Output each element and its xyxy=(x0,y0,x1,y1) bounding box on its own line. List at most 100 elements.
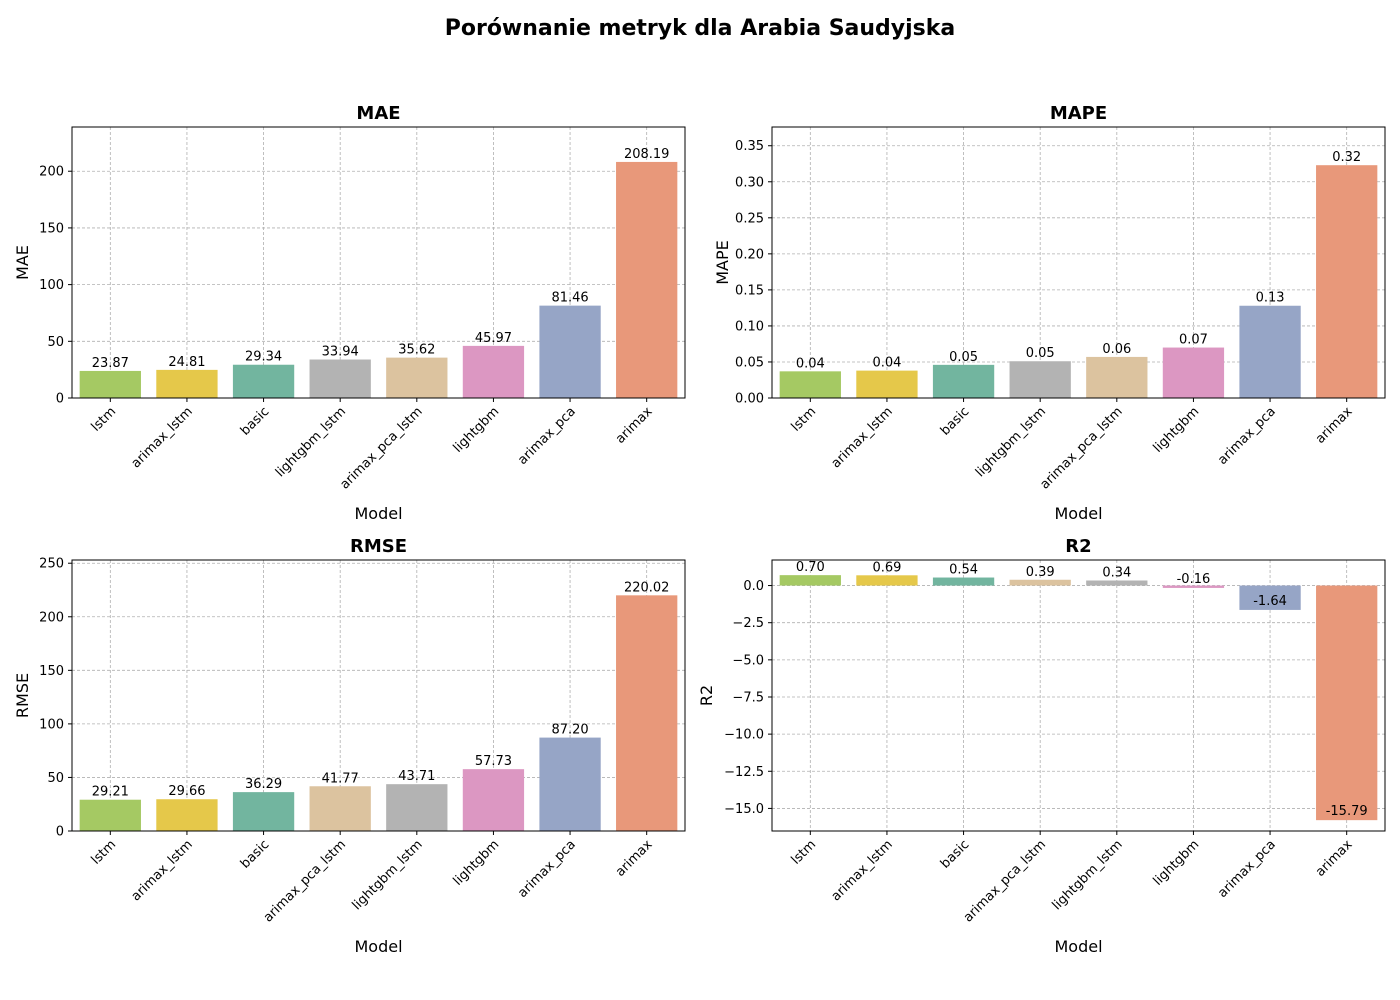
subplot-mape: 0.04 0.04 0.05 0.05 0.06 0.07 0.13 0.32 0.00 0.05… xyxy=(713,103,1386,523)
subplot-rmse: 29.21 29.66 36.29 41.77 43.71 57.73 87.20 220.0… xyxy=(13,536,686,956)
y-tick-label: 150 xyxy=(39,221,64,236)
data-label: 0.32 xyxy=(1332,150,1361,165)
x-tick-label: basic xyxy=(238,404,272,438)
axes-frame xyxy=(771,559,1386,832)
x-tick-label: arimax_pca_lstm xyxy=(1037,404,1125,492)
bar-lightgbm_lstm xyxy=(1009,361,1071,398)
data-label: 35.62 xyxy=(398,343,435,358)
y-tick-label: −12.5 xyxy=(724,765,764,780)
y-axis-label: RMSE xyxy=(13,673,32,718)
subplot-mae: 23.87 24.81 29.34 33.94 35.62 45.97 81.46 208.1… xyxy=(13,103,686,523)
x-axis-label: Model xyxy=(354,937,402,956)
data-label: 29.34 xyxy=(245,350,282,365)
y-tick-label: −10.0 xyxy=(724,728,764,743)
x-tick-label: arimax xyxy=(1313,404,1356,447)
x-tick-label: arimax_pca_lstm xyxy=(337,404,425,492)
x-axis-label: Model xyxy=(1054,504,1102,523)
bar-lightgbm xyxy=(1162,347,1225,398)
y-tick-label: 50 xyxy=(47,335,64,350)
bar-arimax xyxy=(1316,585,1378,821)
x-tick-label: arimax_lstm xyxy=(129,837,196,904)
y-tick-label: 250 xyxy=(39,557,64,572)
data-label: 0.07 xyxy=(1179,333,1208,348)
bar-arimax_pca_lstm xyxy=(309,786,371,831)
x-tick-label: lstm xyxy=(89,837,120,868)
data-label: 0.54 xyxy=(949,563,978,578)
bar-arimax xyxy=(616,161,678,398)
x-tick-label: arimax xyxy=(613,837,656,880)
bar-basic xyxy=(232,792,295,831)
data-label: 0.04 xyxy=(796,356,825,371)
data-label: 57.73 xyxy=(475,754,512,769)
x-axis-label: Model xyxy=(1054,937,1102,956)
y-tick-label: −7.5 xyxy=(732,690,764,705)
data-label: 41.77 xyxy=(322,771,359,786)
axes-frame xyxy=(71,559,686,832)
y-tick-label: 0.00 xyxy=(735,392,764,407)
y-tick-label: 200 xyxy=(39,165,64,180)
subplot-title: MAPE xyxy=(1050,103,1107,124)
data-label: 0.04 xyxy=(872,356,901,371)
bar-basic xyxy=(932,364,995,398)
x-tick-label: basic xyxy=(938,837,972,871)
bar-lightgbm xyxy=(1162,585,1225,588)
bar-lightgbm xyxy=(462,345,525,398)
y-tick-label: 0 xyxy=(56,392,64,407)
bar-lightgbm_lstm xyxy=(309,359,371,398)
data-label: 87.20 xyxy=(551,723,588,738)
x-tick-label: arimax_pca_lstm xyxy=(961,837,1049,925)
data-label: 45.97 xyxy=(475,331,512,346)
data-label: 0.34 xyxy=(1102,566,1131,581)
y-tick-label: 0.0 xyxy=(743,579,764,594)
bar-arimax_pca xyxy=(539,305,601,398)
data-label: 43.71 xyxy=(398,769,435,784)
x-tick-label: arimax xyxy=(1313,837,1356,880)
subplot-r2: 0.70 0.69 0.54 0.39 0.34 -0.16 -1.64 -15.79 0.0 −… xyxy=(697,536,1386,956)
data-label: 0.06 xyxy=(1102,342,1131,357)
bar-basic xyxy=(232,364,295,398)
x-tick-label: arimax_pca xyxy=(1215,837,1279,901)
x-tick-label: arimax_lstm xyxy=(829,404,896,471)
x-tick-label: arimax_pca xyxy=(515,837,579,901)
data-label: 0.05 xyxy=(1026,346,1055,361)
axes-frame xyxy=(71,126,686,399)
data-label: 29.66 xyxy=(168,784,205,799)
x-tick-label: lightgbm xyxy=(1151,837,1203,889)
data-label: -0.16 xyxy=(1177,572,1211,587)
bar-arimax_pca_lstm xyxy=(1009,579,1071,586)
x-tick-label: lightgbm xyxy=(451,837,503,889)
bar-lstm xyxy=(779,371,841,398)
bar-arimax_pca xyxy=(539,737,601,831)
y-tick-label: 100 xyxy=(39,717,64,732)
bar-arimax_pca xyxy=(1239,585,1301,610)
y-axis-label: MAE xyxy=(13,245,32,280)
bar-arimax_lstm xyxy=(156,799,218,831)
y-tick-label: 0.05 xyxy=(735,355,764,370)
y-tick-label: 150 xyxy=(39,664,64,679)
x-tick-label: lightgbm xyxy=(1151,404,1203,456)
x-tick-label: lightgbm_lstm xyxy=(973,404,1049,480)
y-tick-label: −15.0 xyxy=(724,802,764,817)
x-tick-label: lightgbm_lstm xyxy=(273,404,349,480)
data-label: 36.29 xyxy=(245,777,282,792)
data-label: 220.02 xyxy=(624,580,670,595)
bar-lstm xyxy=(79,799,141,831)
x-tick-label: arimax_lstm xyxy=(129,404,196,471)
y-tick-label: 0 xyxy=(56,825,64,840)
y-axis-label: MAPE xyxy=(713,240,732,285)
x-tick-label: lstm xyxy=(89,404,120,435)
bar-arimax_lstm xyxy=(856,370,918,398)
data-label: -1.64 xyxy=(1253,594,1287,609)
x-tick-label: arimax_lstm xyxy=(829,837,896,904)
bar-lightgbm_lstm xyxy=(1086,580,1148,586)
x-axis-label: Model xyxy=(354,504,402,523)
y-tick-label: 50 xyxy=(47,771,64,786)
x-tick-label: lstm xyxy=(789,837,820,868)
x-tick-label: basic xyxy=(938,404,972,438)
y-tick-label: 0.30 xyxy=(735,175,764,190)
data-label: -15.79 xyxy=(1326,804,1368,819)
subplot-title: MAE xyxy=(356,103,400,124)
y-tick-label: 0.35 xyxy=(735,139,764,154)
data-label: 208.19 xyxy=(624,147,670,162)
